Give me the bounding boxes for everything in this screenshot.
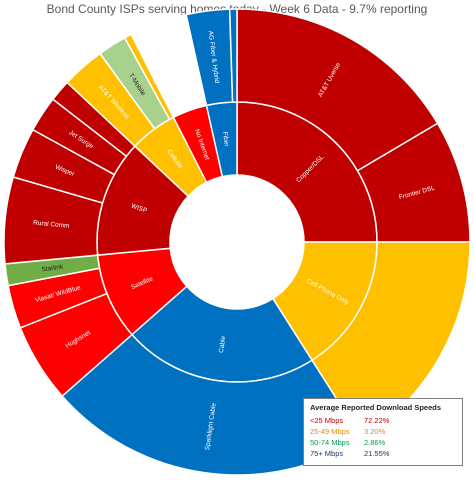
legend-item-75-mbps: 75+ Mbps 21.55% xyxy=(310,448,456,459)
legend-item-label: <25 Mbps xyxy=(310,416,344,425)
inner-label-fiber: Fiber xyxy=(221,131,230,147)
legend-item-25-mbps: <25 Mbps 72.22% xyxy=(310,415,456,426)
legend-item-value: 3.20% xyxy=(364,427,386,436)
legend-rows: <25 Mbps 72.22% 25-49 Mbps 3.20% 50-74 Mbps 2… xyxy=(310,415,456,459)
outer-segment-sparklight-cable xyxy=(61,333,363,476)
legend-item-value: 72.22% xyxy=(364,416,390,425)
legend-item-label: 25-49 Mbps xyxy=(310,427,350,436)
legend-item-value: 2.86% xyxy=(364,438,386,447)
outer-label-rural-comm: Rural Comm xyxy=(33,219,70,229)
legend-item-50-74-mbps: 50-74 Mbps 2.86% xyxy=(310,437,456,448)
outer-label-starlink: Starlink xyxy=(41,263,64,273)
inner-label-cable: Cable xyxy=(218,335,227,353)
speed-legend: Average Reported Download Speeds <25 Mbp… xyxy=(303,398,463,466)
outer-segment-16 xyxy=(228,8,238,103)
legend-item-25-49-mbps: 25-49 Mbps 3.20% xyxy=(310,426,456,437)
rings-group xyxy=(3,8,471,476)
legend-item-label: 50-74 Mbps xyxy=(310,438,350,447)
legend-item-value: 21.55% xyxy=(364,449,390,458)
legend-item-label: 75+ Mbps xyxy=(310,449,344,458)
legend-title: Average Reported Download Speeds xyxy=(310,403,442,412)
